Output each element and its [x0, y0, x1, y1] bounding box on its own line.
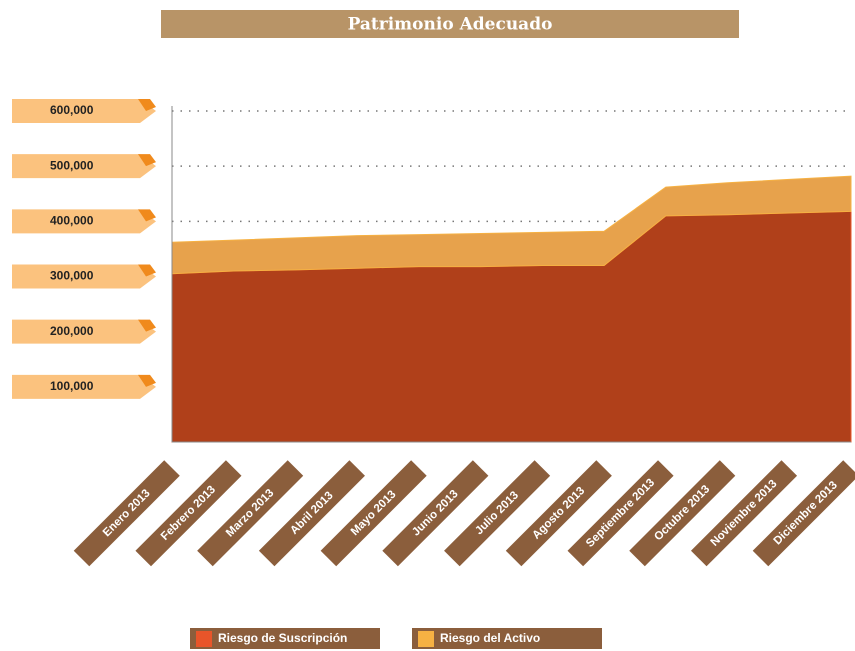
y-tick-tab: [12, 209, 156, 234]
x-tick-label: Junio 2013: [410, 488, 461, 539]
y-tick-tab-corner: [138, 154, 156, 167]
x-tick-box: [382, 460, 489, 567]
x-tick-box: [258, 460, 365, 567]
y-tick-tab: [12, 99, 156, 123]
y-tick-label: 500,000: [50, 158, 94, 172]
x-tick-label: Agosto 2013: [530, 485, 587, 542]
x-tick-label: Febrero 2013: [159, 484, 218, 543]
x-tick-label: Octubre 2013: [652, 483, 712, 543]
y-tick-label: 400,000: [50, 214, 94, 228]
legend-label: Riesgo de Suscripción: [218, 631, 347, 645]
x-tick-box: [320, 460, 427, 567]
y-tick-tab: [12, 319, 156, 344]
x-tick-box: [690, 460, 798, 567]
y-tick-tab: [12, 374, 156, 399]
chart-title: Patrimonio Adecuado: [348, 15, 553, 35]
x-tick-label: Enero 2013: [101, 487, 153, 539]
area: [171, 175, 852, 275]
y-tick-tab-corner: [138, 374, 156, 387]
x-tick-box: [135, 460, 242, 567]
x-tick-box: [73, 460, 180, 567]
y-tick-tab-corner: [138, 99, 156, 111]
y-tick-tab-corner: [138, 209, 156, 222]
y-tick-label: 300,000: [50, 269, 94, 283]
x-tick-box: [444, 460, 551, 567]
y-tick-label: 200,000: [50, 324, 94, 338]
x-tick-box: [567, 460, 674, 567]
legend-label: Riesgo del Activo: [440, 631, 540, 645]
y-tick-tab: [12, 264, 156, 289]
y-tick-tab-corner: [138, 264, 156, 277]
y-tick-label: 100,000: [50, 379, 94, 393]
legend-box: [190, 628, 380, 649]
x-tick-box: [197, 460, 304, 567]
legend-swatch: [418, 631, 434, 647]
x-tick-label: Marzo 2013: [224, 487, 276, 539]
legend-box: [412, 628, 602, 649]
y-tick-tab-corner: [138, 319, 156, 332]
legend-swatch: [196, 631, 212, 647]
x-tick-label: Mayo 2013: [349, 488, 399, 538]
y-tick-tab: [12, 154, 156, 179]
y-tick-label: 600,000: [50, 103, 94, 117]
x-tick-box: [629, 460, 736, 567]
x-tick-label: Abril 2013: [288, 490, 335, 537]
title-banner: [161, 10, 739, 38]
x-tick-box: [752, 460, 855, 567]
x-tick-box: [505, 460, 612, 567]
x-tick-label: Julio 2013: [473, 489, 521, 537]
